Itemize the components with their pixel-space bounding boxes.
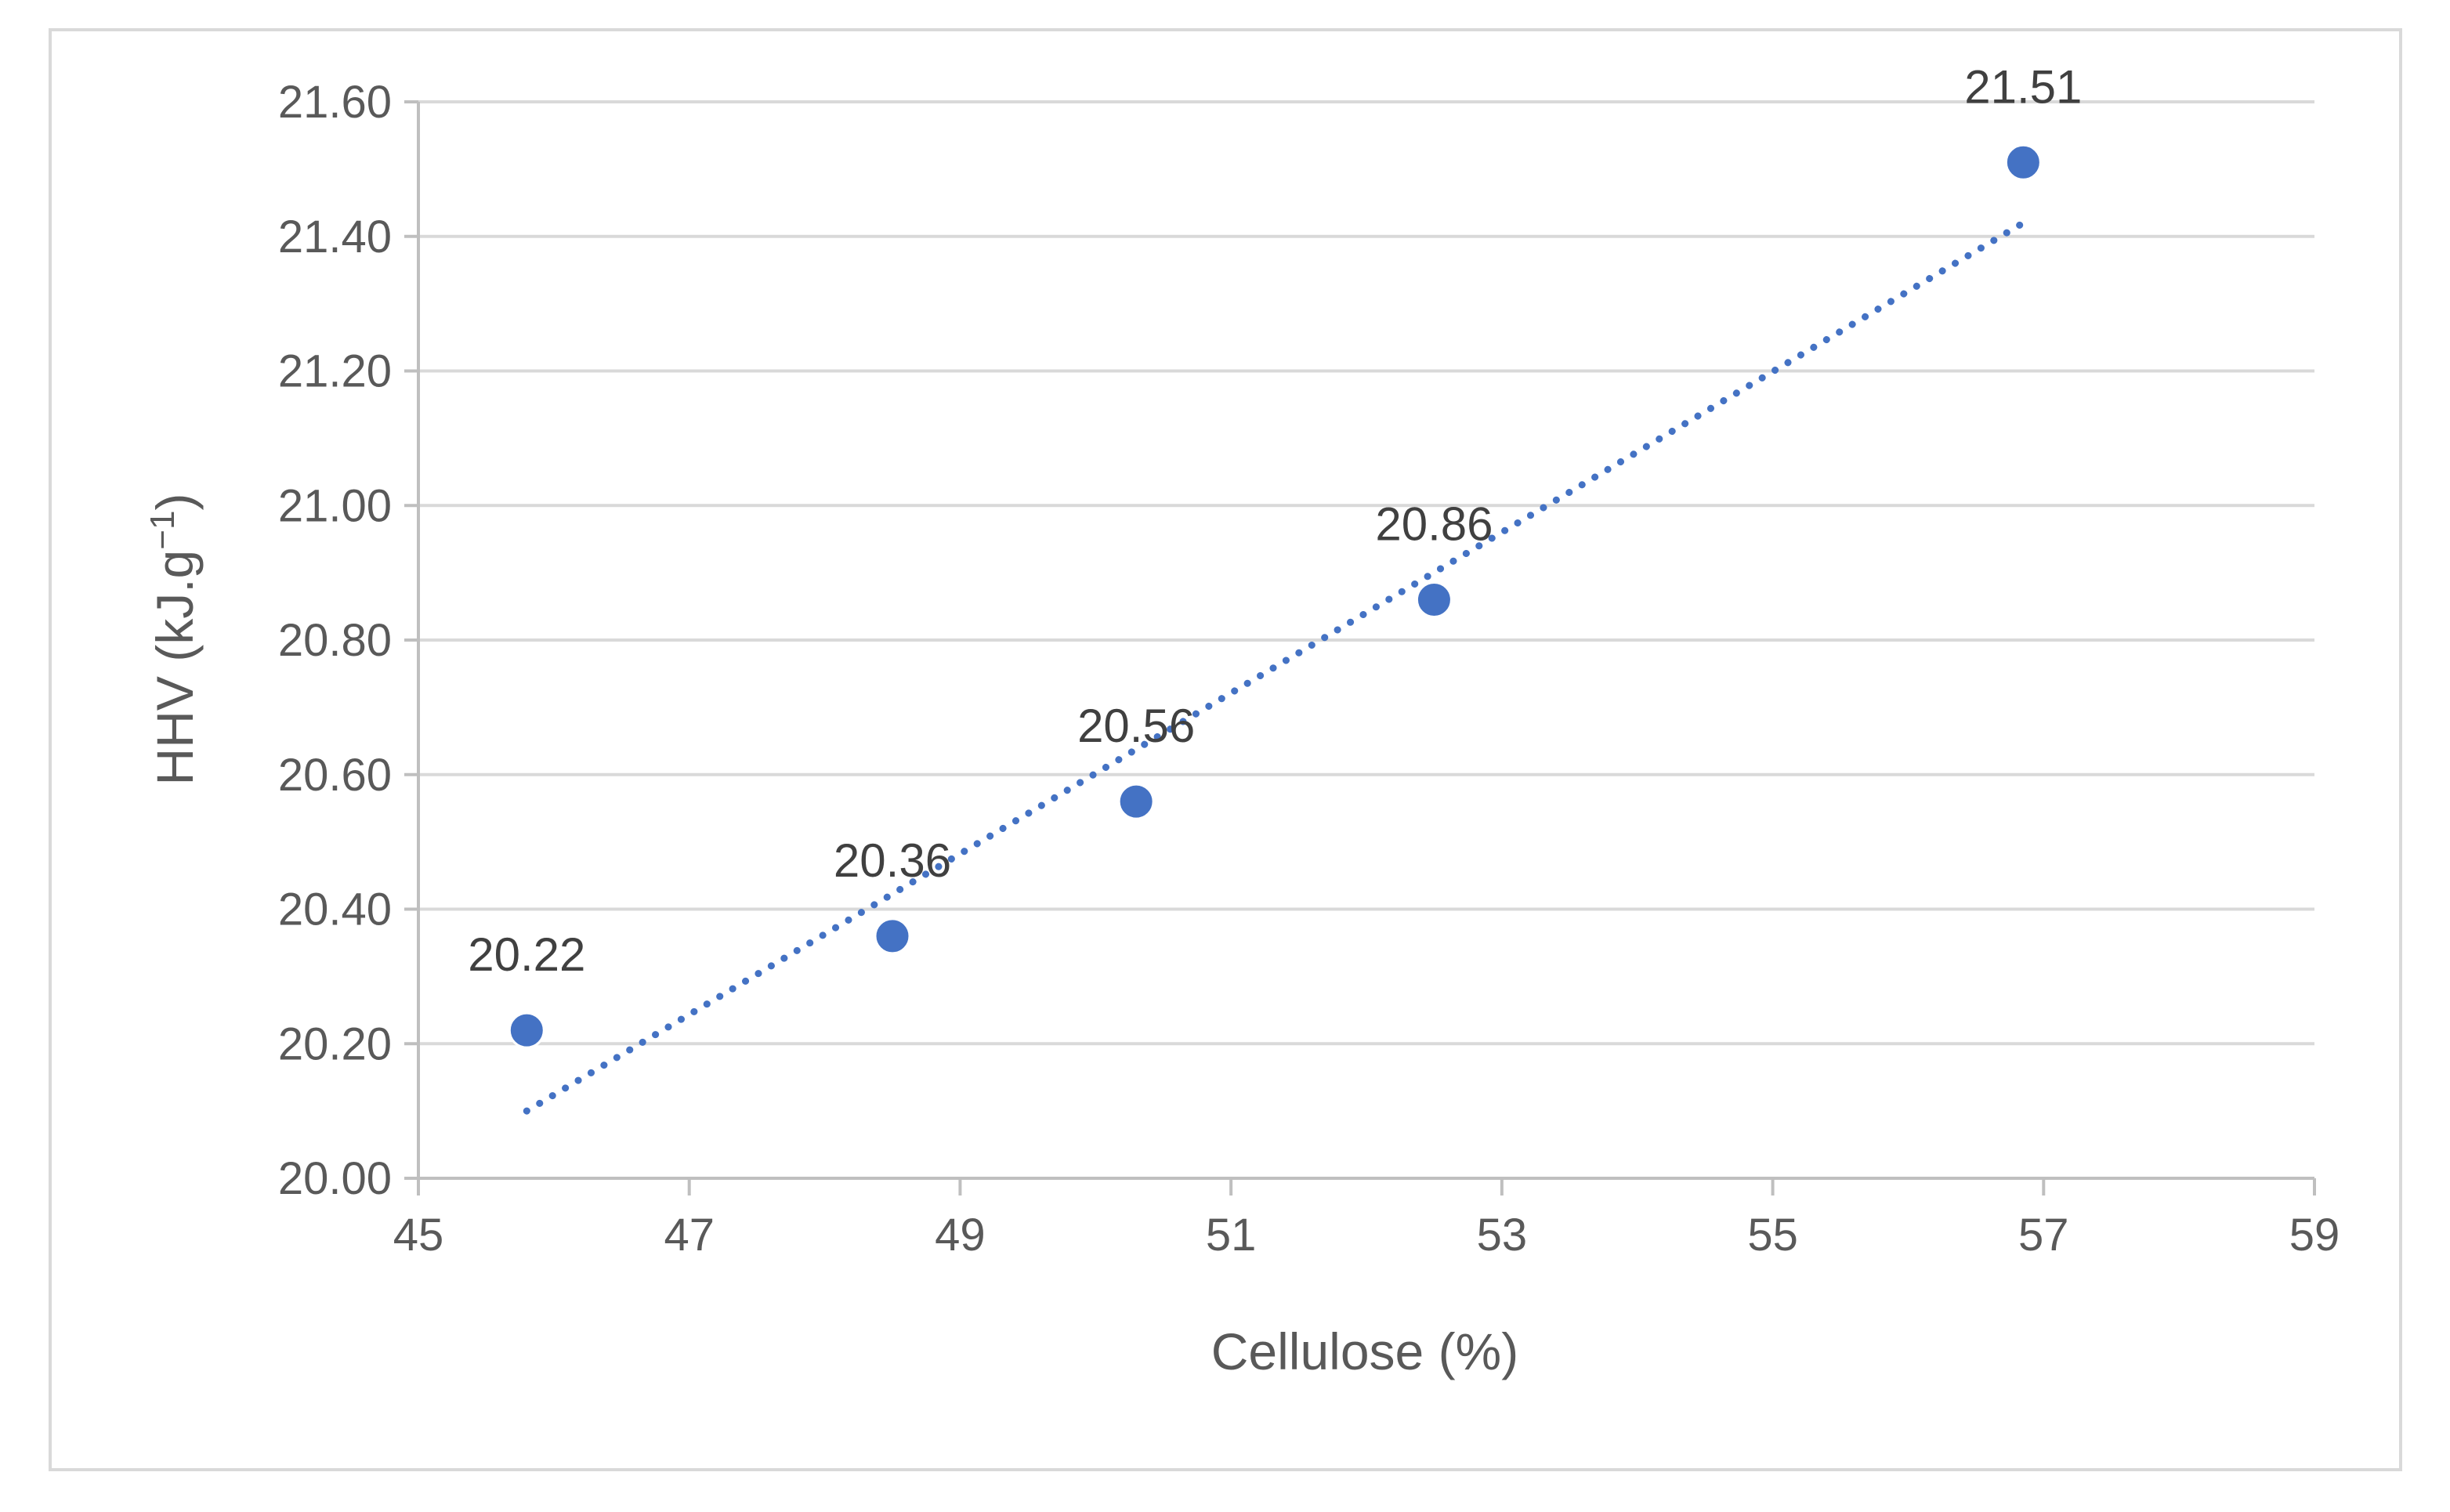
y-tick-label: 21.60	[278, 77, 392, 128]
data-points	[508, 143, 2042, 1049]
data-point	[508, 1011, 545, 1049]
axes	[404, 100, 2316, 1195]
y-axis-title-end: )	[146, 494, 204, 511]
data-point	[2004, 143, 2042, 181]
data-point	[1415, 581, 1453, 618]
x-tick-label: 57	[2018, 1210, 2069, 1261]
x-tick-label: 59	[2289, 1210, 2340, 1261]
y-tick-label: 20.40	[278, 884, 392, 935]
y-tick-label: 20.00	[278, 1153, 392, 1204]
y-tick-label: 21.20	[278, 346, 392, 397]
y-axis-title: HHV (kJ.g−1)	[143, 494, 204, 786]
data-labels: 20.22 20.36 20.56 20.86 21.51	[468, 60, 2082, 981]
x-tick-label: 53	[1477, 1210, 1528, 1261]
x-tick-label: 49	[935, 1210, 986, 1261]
x-tick-label: 47	[664, 1210, 715, 1261]
data-label: 20.22	[468, 928, 585, 981]
chart-frame	[49, 28, 2402, 1471]
trendline-layer	[523, 219, 2027, 1115]
x-tick-label: 45	[393, 1210, 444, 1261]
data-label: 20.36	[834, 834, 951, 887]
y-tick-label: 20.20	[278, 1018, 392, 1069]
y-tick-label: 20.80	[278, 615, 392, 666]
y-tick-label: 20.60	[278, 750, 392, 801]
tick-labels: 20.00 20.20 20.40 20.60 20.80 21.00 21.20 21.40…	[278, 77, 2340, 1261]
x-tick-label: 55	[1747, 1210, 1798, 1261]
data-label: 20.56	[1077, 700, 1195, 752]
x-tick-label: 51	[1206, 1210, 1257, 1261]
y-tick-label: 21.00	[278, 480, 392, 531]
y-axis-title-main: HHV (kJ.g	[146, 550, 204, 786]
y-tick-label: 21.40	[278, 212, 392, 262]
x-axis-title: Cellulose (%)	[1211, 1322, 1518, 1380]
gridlines	[418, 100, 2314, 1046]
data-label: 21.51	[1964, 60, 2082, 113]
data-point	[1117, 783, 1155, 820]
y-axis-title-superscript: −1	[143, 511, 182, 550]
trendline	[523, 219, 2027, 1115]
data-point	[874, 917, 911, 955]
data-label: 20.86	[1375, 497, 1493, 550]
